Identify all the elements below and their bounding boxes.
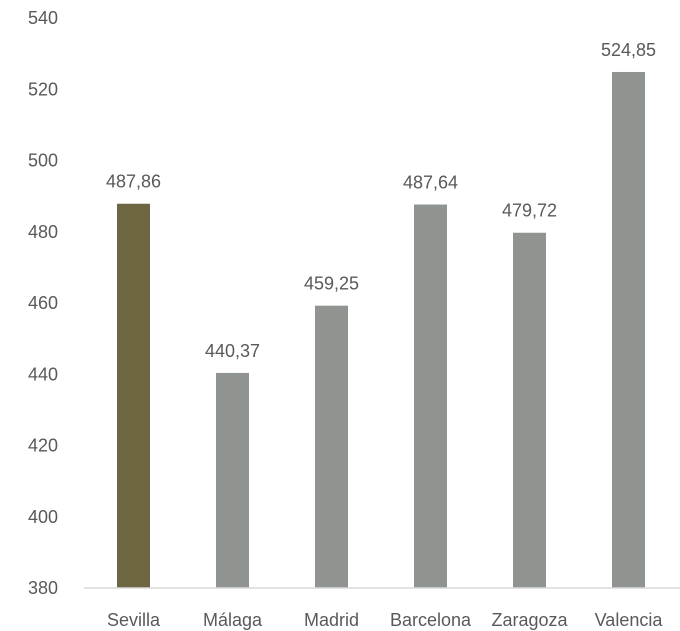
- y-tick-label: 540: [28, 8, 58, 28]
- category-label: Valencia: [595, 610, 664, 630]
- bar-málaga: [216, 372, 249, 588]
- bars: [117, 71, 645, 589]
- y-tick-label: 400: [28, 507, 58, 527]
- y-tick-label: 440: [28, 364, 58, 384]
- category-label: Zaragoza: [491, 610, 568, 630]
- data-label: 524,85: [601, 40, 656, 60]
- y-tick-label: 460: [28, 293, 58, 313]
- data-label: 459,25: [304, 274, 359, 294]
- y-tick-label: 380: [28, 578, 58, 598]
- data-label: 479,72: [502, 201, 557, 221]
- bar-barcelona: [414, 204, 447, 588]
- category-labels: Sevilla Málaga Madrid Barcelona Zaragoza Vale…: [107, 610, 663, 630]
- y-axis-ticks: 380 400 420 440 460 480 500 520 540: [28, 8, 58, 598]
- data-label: 487,86: [106, 172, 161, 192]
- category-label: Barcelona: [390, 610, 472, 630]
- bar-zaragoza: [513, 232, 546, 588]
- data-labels: 487,86 440,37 459,25 487,64 479,72 524,85: [106, 40, 656, 361]
- category-label: Málaga: [203, 610, 263, 630]
- data-label: 440,37: [205, 341, 260, 361]
- y-tick-label: 420: [28, 436, 58, 456]
- y-tick-label: 500: [28, 151, 58, 171]
- y-tick-label: 520: [28, 79, 58, 99]
- category-label: Madrid: [304, 610, 359, 630]
- bar-sevilla: [117, 203, 150, 588]
- category-label: Sevilla: [107, 610, 161, 630]
- data-label: 487,64: [403, 173, 458, 193]
- bar-valencia: [612, 71, 645, 589]
- bar-madrid: [315, 305, 348, 588]
- y-tick-label: 480: [28, 222, 58, 242]
